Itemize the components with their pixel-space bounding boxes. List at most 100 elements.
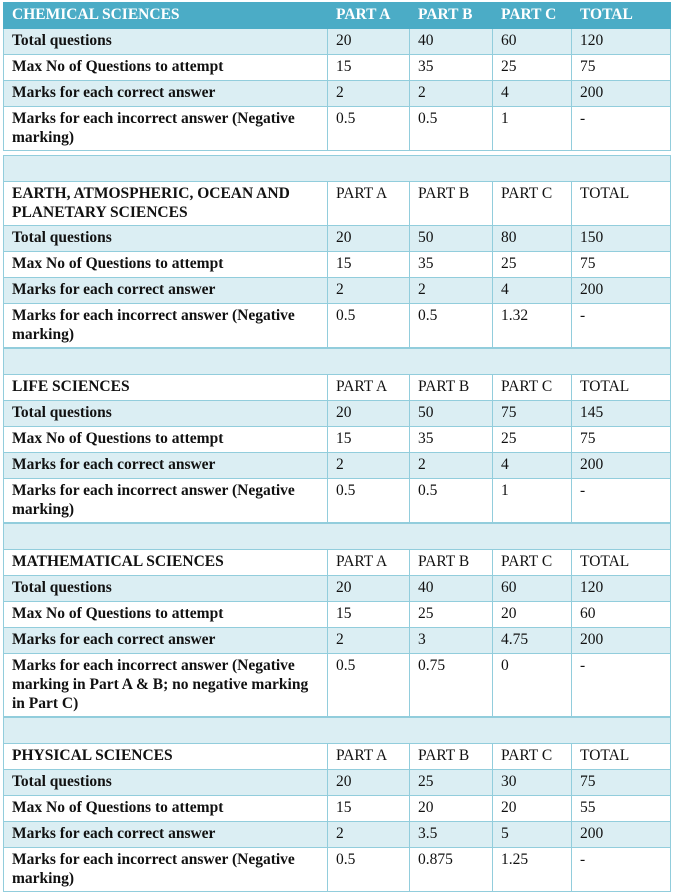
value-cell: 75 [571, 54, 671, 81]
column-header: TOTAL [570, 743, 672, 770]
row-label: Marks for each correct answer [3, 452, 328, 479]
value-cell: 4.75 [492, 627, 572, 654]
spacer-row [2, 155, 672, 182]
table-row: Marks for each incorrect answer (Negativ… [3, 653, 672, 717]
value-cell: 1 [492, 478, 572, 523]
value-cell: 15 [327, 795, 410, 822]
column-header: PART A [327, 743, 410, 770]
spacer-cell [2, 155, 672, 182]
value-cell: 30 [492, 769, 572, 796]
value-cell: 3.5 [409, 821, 493, 848]
table-row: Marks for each incorrect answer (Negativ… [3, 106, 671, 151]
value-cell: 0.5 [327, 106, 410, 151]
value-cell: - [570, 653, 672, 717]
table-row: Marks for each incorrect answer (Negativ… [3, 478, 672, 523]
value-cell: 15 [327, 426, 410, 453]
table-row: Total questions 20 40 60 120 [3, 28, 671, 55]
value-cell: - [571, 106, 671, 151]
value-cell: 1.32 [492, 303, 572, 348]
value-cell: 20 [327, 769, 410, 796]
table-row: Max No of Questions to attempt 15 35 25 75 [3, 426, 672, 453]
value-cell: - [570, 303, 672, 348]
section-table: EARTH, ATMOSPHERIC, OCEAN AND PLANETARY … [2, 155, 672, 348]
value-cell: 75 [492, 400, 572, 427]
section-header-row: EARTH, ATMOSPHERIC, OCEAN AND PLANETARY … [3, 181, 672, 226]
row-label: Marks for each incorrect answer (Negativ… [3, 653, 328, 717]
column-header: PART B [409, 743, 493, 770]
value-cell: 2 [327, 277, 410, 304]
section-table: LIFE SCIENCES PART A PART B PART C TOTAL Tota… [2, 348, 672, 523]
value-cell: 200 [570, 452, 672, 479]
table-row: Max No of Questions to attempt 15 25 20 60 [3, 601, 672, 628]
value-cell: 0.5 [327, 303, 410, 348]
value-cell: 2 [409, 80, 493, 107]
value-cell: 0.5 [327, 653, 410, 717]
row-label: Total questions [3, 575, 328, 602]
value-cell: 35 [409, 251, 493, 278]
value-cell: 15 [327, 251, 410, 278]
value-cell: 20 [327, 575, 410, 602]
column-header: TOTAL [570, 181, 672, 226]
table-row: Marks for each correct answer 2 3.5 5 200 [3, 821, 672, 848]
value-cell: 2 [327, 452, 410, 479]
column-header: TOTAL [571, 2, 671, 29]
row-label: Total questions [3, 400, 328, 427]
spacer-cell [2, 348, 672, 375]
row-label: Marks for each correct answer [3, 277, 328, 304]
table-row: Total questions 20 50 80 150 [3, 225, 672, 252]
section-table: CHEMICAL SCIENCES PART A PART B PART C TOTAL… [3, 2, 671, 151]
value-cell: 2 [327, 821, 410, 848]
value-cell: 3 [409, 627, 493, 654]
column-header: PART A [327, 549, 410, 576]
table-row: Total questions 20 40 60 120 [3, 575, 672, 602]
column-header: PART C [492, 2, 572, 29]
value-cell: 20 [327, 400, 410, 427]
table-row: Marks for each correct answer 2 2 4 200 [3, 80, 671, 107]
value-cell: 200 [570, 277, 672, 304]
column-header: TOTAL [570, 374, 672, 401]
column-header: PART B [409, 374, 493, 401]
spacer-cell [2, 523, 672, 550]
value-cell: 0.5 [327, 478, 410, 523]
column-header: PART B [409, 2, 493, 29]
value-cell: 25 [492, 54, 572, 81]
section-table: PHYSICAL SCIENCES PART A PART B PART C TOTAL… [2, 717, 672, 892]
section-title: LIFE SCIENCES [3, 374, 328, 401]
row-label: Max No of Questions to attempt [3, 426, 328, 453]
row-label: Total questions [3, 225, 328, 252]
value-cell: 25 [409, 601, 493, 628]
section-title: PHYSICAL SCIENCES [3, 743, 328, 770]
row-label: Marks for each incorrect answer (Negativ… [3, 478, 328, 523]
row-label: Total questions [3, 769, 328, 796]
value-cell: 4 [492, 80, 572, 107]
value-cell: 0.75 [409, 653, 493, 717]
value-cell: 200 [570, 627, 672, 654]
value-cell: 0.5 [409, 106, 493, 151]
spacer-cell [2, 717, 672, 744]
value-cell: 200 [570, 821, 672, 848]
value-cell: 20 [492, 795, 572, 822]
value-cell: 25 [492, 426, 572, 453]
value-cell: 120 [570, 575, 672, 602]
value-cell: 5 [492, 821, 572, 848]
value-cell: 20 [327, 225, 410, 252]
table-row: Total questions 20 50 75 145 [3, 400, 672, 427]
row-label: Max No of Questions to attempt [3, 601, 328, 628]
value-cell: 2 [409, 277, 493, 304]
section-title: CHEMICAL SCIENCES [3, 2, 328, 29]
table-row: Marks for each incorrect answer (Negativ… [3, 303, 672, 348]
section-header-row: PHYSICAL SCIENCES PART A PART B PART C TOTAL [3, 743, 672, 770]
column-header: PART C [492, 181, 572, 226]
section-title: EARTH, ATMOSPHERIC, OCEAN AND PLANETARY … [3, 181, 328, 226]
value-cell: 0.5 [409, 478, 493, 523]
value-cell: 150 [570, 225, 672, 252]
column-header: PART A [327, 2, 410, 29]
value-cell: 15 [327, 54, 410, 81]
value-cell: 75 [570, 251, 672, 278]
row-label: Max No of Questions to attempt [3, 251, 328, 278]
value-cell: 2 [409, 452, 493, 479]
table-row: Marks for each correct answer 2 2 4 200 [3, 452, 672, 479]
